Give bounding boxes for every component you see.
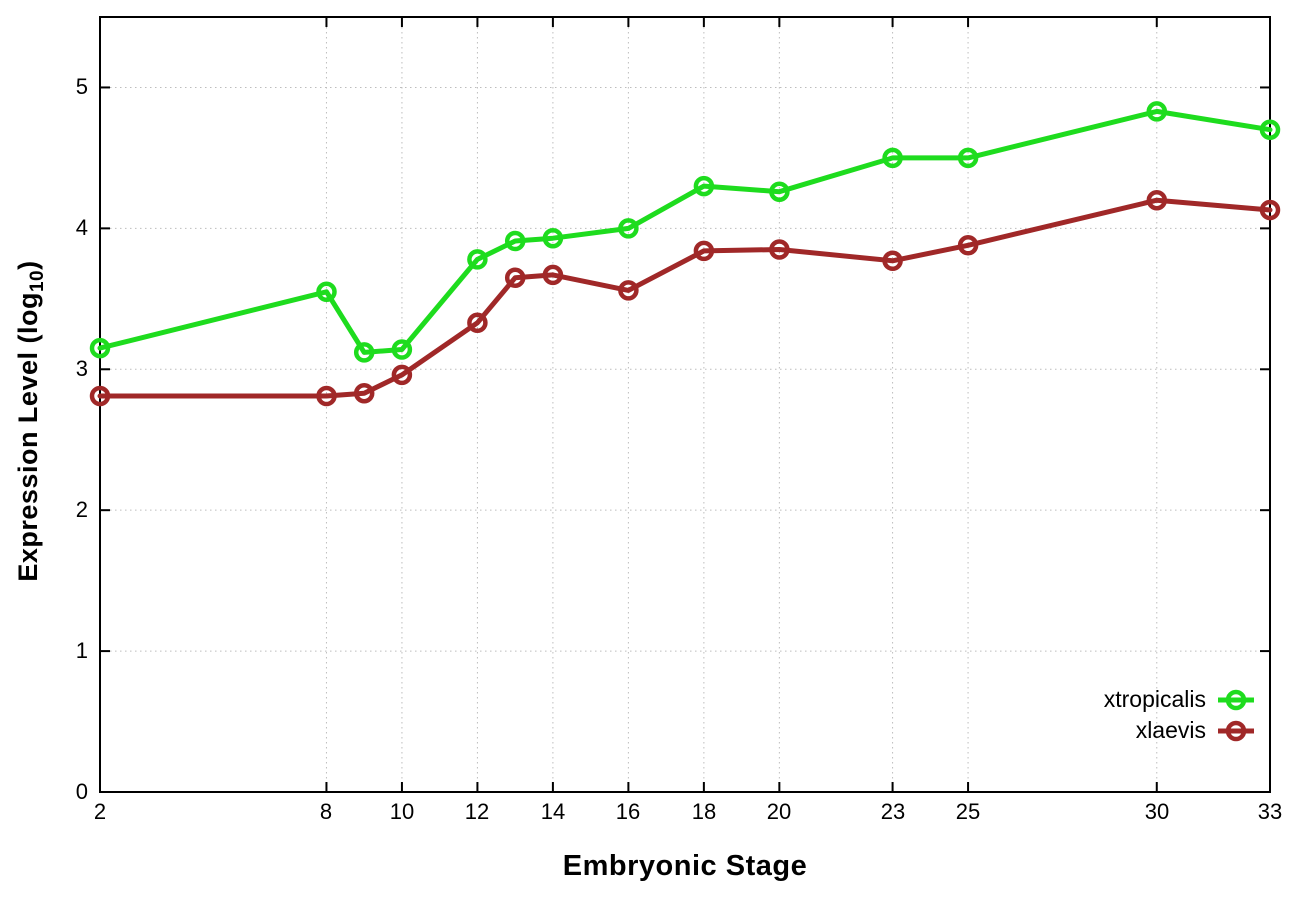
line-point-marker-icon (1218, 720, 1254, 741)
data-point-xlaevis (391, 364, 413, 386)
legend-item-xlaevis: xlaevis (1104, 715, 1254, 746)
data-point-xlaevis (1146, 189, 1168, 211)
data-point-xtropicalis (504, 230, 526, 252)
x-tick-label: 18 (691, 799, 717, 824)
y-tick-label: 2 (75, 497, 88, 522)
data-point-xlaevis (542, 264, 564, 286)
y-tick-label: 5 (75, 74, 88, 99)
legend: xtropicalis xlaevis (1104, 684, 1254, 746)
data-point-xtropicalis (391, 339, 413, 360)
y-axis-title-subscript: 10 (27, 269, 48, 293)
data-point-xtropicalis (89, 337, 111, 359)
x-tick-label: 20 (766, 799, 792, 824)
legend-item-xtropicalis: xtropicalis (1104, 684, 1254, 715)
x-tick-label: 12 (464, 799, 490, 824)
data-point-xlaevis (957, 235, 979, 256)
data-point-xlaevis (89, 385, 111, 407)
data-point-xlaevis (504, 267, 526, 288)
data-point-xlaevis (882, 250, 903, 272)
data-point-xtropicalis (467, 249, 488, 270)
data-point-xlaevis (316, 385, 337, 407)
series-line-xlaevis (97, 197, 1273, 399)
data-point-xtropicalis (882, 147, 903, 169)
series-line-xtropicalis (97, 108, 1273, 355)
x-tick-label: 10 (389, 799, 415, 824)
y-tick-label: 4 (75, 215, 88, 240)
legend-label: xtropicalis (1103, 686, 1206, 712)
plot-border (99, 16, 1271, 793)
x-tick-label: 14 (540, 799, 566, 824)
x-tick-label: 30 (1144, 799, 1170, 824)
y-axis-title: Expression Level (log10) (13, 221, 48, 621)
y-axis-title-suffix: ) (13, 260, 43, 270)
y-tick-label: 0 (75, 779, 88, 804)
x-tick-label: 8 (319, 799, 333, 824)
data-point-xlaevis (353, 382, 375, 404)
data-point-xtropicalis (1146, 101, 1168, 122)
data-point-xlaevis (1259, 199, 1281, 221)
data-point-xlaevis (693, 240, 715, 262)
line-point-marker-icon (1218, 689, 1254, 710)
data-point-xtropicalis (769, 181, 790, 202)
x-tick-label: 33 (1257, 799, 1283, 824)
data-point-xlaevis (618, 280, 639, 301)
data-point-xlaevis (769, 239, 790, 260)
x-tick-label: 16 (615, 799, 641, 824)
y-tick-label: 3 (75, 356, 88, 381)
x-tick-label: 2 (93, 799, 107, 824)
y-tick-label: 1 (75, 638, 88, 663)
data-point-xtropicalis (618, 218, 639, 239)
x-axis-title: Embryonic Stage (562, 850, 808, 882)
data-point-xtropicalis (693, 175, 715, 197)
data-point-xtropicalis (1259, 119, 1281, 140)
data-point-xtropicalis (542, 227, 564, 249)
data-point-xtropicalis (353, 342, 375, 363)
x-tick-label: 25 (955, 799, 981, 824)
data-point-xtropicalis (957, 147, 979, 169)
legend-label: xlaevis (1135, 717, 1206, 743)
data-point-xtropicalis (316, 281, 337, 303)
y-axis-title-text: Expression Level (log (13, 292, 43, 582)
x-tick-label: 23 (880, 799, 906, 824)
data-point-xlaevis (467, 312, 488, 334)
